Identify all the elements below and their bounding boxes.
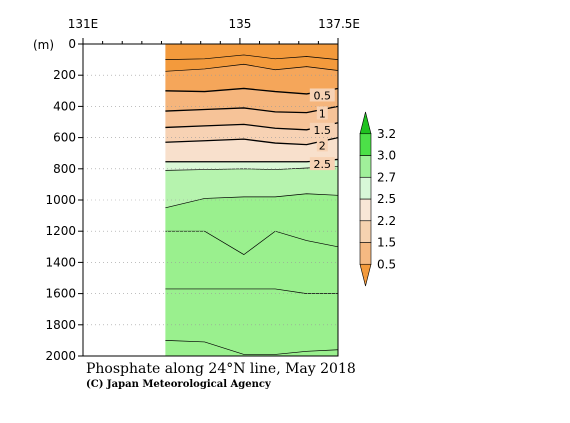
- fill-band: [165, 106, 338, 130]
- contour-line: [165, 340, 339, 355]
- fill-band: [165, 340, 338, 356]
- colorbar-label: 2.7: [377, 170, 396, 184]
- contour-label: 2.5: [314, 158, 332, 171]
- contour-label: 0.5: [314, 89, 332, 102]
- fill-band: [165, 193, 338, 255]
- y-tick-label: 1800: [45, 318, 76, 332]
- contour-label-bg: [309, 157, 335, 171]
- y-tick-label: 400: [53, 99, 76, 113]
- colorbar-cell: [359, 220, 372, 243]
- y-tick-label: 600: [53, 131, 76, 145]
- contour-label: 1: [319, 107, 326, 120]
- y-tick-label: 200: [53, 68, 76, 82]
- fill-band: [165, 54, 338, 72]
- fill-band: [165, 166, 338, 208]
- colorbar-cell: [359, 176, 372, 200]
- y-tick-label: 1200: [45, 224, 76, 238]
- y-tick-label: 1600: [45, 287, 76, 301]
- chart-credit: (C) Japan Meteorological Agency: [86, 379, 272, 390]
- contour-label: 1.5: [314, 124, 332, 137]
- colorbar-cell: [359, 133, 372, 156]
- axes: 0 200 400 600 800 1000 1200 1400 1600 1800 2000 131…: [45, 17, 360, 363]
- colorbar-label: 1.5: [377, 236, 396, 250]
- contour-line: [165, 105, 339, 114]
- colorbar-label: 2.5: [377, 192, 396, 206]
- grid-lines: [83, 74, 338, 326]
- colorbar-cell: [359, 198, 372, 222]
- y-tick-label: 800: [53, 162, 76, 176]
- x-tick-label: 135: [228, 17, 251, 31]
- contour-line: [165, 136, 339, 146]
- contour-line: [165, 230, 339, 256]
- fill-band: [165, 44, 338, 60]
- contour-label: 2: [319, 139, 326, 152]
- fill-band: [165, 288, 338, 355]
- contour-label-bg: [316, 138, 328, 152]
- x-tick-label: 137.5E: [318, 17, 360, 31]
- colorbar-label: 0.5: [377, 257, 396, 271]
- y-tick-label: 0: [68, 37, 76, 51]
- contour-line: [165, 63, 339, 72]
- colorbar-cell: [359, 111, 372, 135]
- colorbar-cell: [359, 263, 372, 287]
- y-unit-label: (m): [33, 38, 54, 52]
- colorbar: 0.5 1.5 2.2 2.5 2.7 3.0 3.2: [359, 111, 396, 287]
- y-tick-label: 1000: [45, 193, 76, 207]
- contour-label-bg: [316, 106, 328, 120]
- colorbar-cell: [359, 242, 372, 265]
- contour-line: [165, 193, 339, 209]
- contour-label-bg: [309, 122, 335, 136]
- colorbar-label: 2.2: [377, 214, 396, 228]
- colorbar-label: 3.2: [377, 127, 396, 141]
- contour-label-bg: [309, 88, 335, 102]
- fill-band: [165, 122, 338, 145]
- chart-title: Phosphate along 24°N line, May 2018: [86, 361, 356, 377]
- contour-line: [165, 54, 339, 60]
- fill-band: [165, 137, 338, 162]
- y-tick-label: 1400: [45, 255, 76, 269]
- colorbar-label: 3.0: [377, 149, 396, 163]
- fill-band: [165, 88, 338, 113]
- y-tick-label: 2000: [45, 349, 76, 363]
- fill-band: [165, 64, 338, 94]
- colorbar-cell: [359, 155, 372, 178]
- contour-labels: 0.5 1 1.5 2 2.5: [309, 88, 335, 171]
- x-tick-label: 131E: [68, 17, 99, 31]
